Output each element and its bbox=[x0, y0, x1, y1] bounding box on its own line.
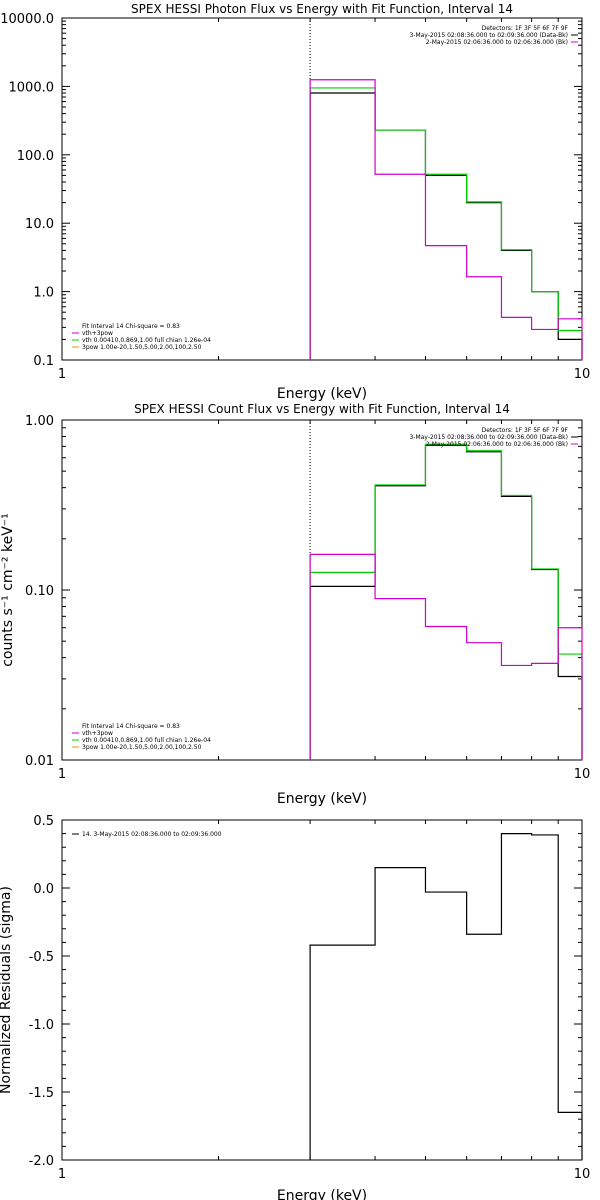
count-flux-series-1 bbox=[309, 443, 583, 760]
count-flux-series-0 bbox=[309, 444, 583, 760]
photon-flux-axes-box bbox=[61, 17, 583, 361]
residuals-y-tick-label: -1.5 bbox=[29, 1086, 54, 1101]
count-flux-y-tick-label: 0.01 bbox=[25, 754, 54, 769]
photon-flux-x-tick-label: 10 bbox=[574, 367, 591, 382]
count-flux-xlabel: Energy (keV) bbox=[277, 791, 367, 807]
residuals-xlabel: Energy (keV) bbox=[277, 1188, 367, 1200]
photon-flux-x-tick-label: 1 bbox=[58, 367, 66, 382]
photon-flux-legend-bottom-left-text: vth 0.00410,0.869,1.00 full chian 1.26e-… bbox=[82, 337, 211, 344]
photon-flux-title: SPEX HESSI Photon Flux vs Energy with Fi… bbox=[131, 2, 513, 16]
residuals-y-tick-label: -0.5 bbox=[29, 950, 54, 965]
photon-flux-panel: SPEX HESSI Photon Flux vs Energy with Fi… bbox=[0, 2, 590, 402]
photon-flux-legend-bottom-left-text: 3pow 1.00e-20,1.50,5.00,2.00,100,2.50 bbox=[82, 344, 202, 351]
residuals-y-tick-label: 0.5 bbox=[33, 814, 54, 829]
count-flux-y-tick-label: 1.00 bbox=[25, 414, 54, 429]
residuals-y-tick-label: 0.0 bbox=[33, 882, 54, 897]
count-flux-title: SPEX HESSI Count Flux vs Energy with Fit… bbox=[134, 402, 510, 416]
count-flux-legend-top-right-text: Detectors: 1F 3F 5F 6F 7F 9F bbox=[482, 427, 569, 434]
count-flux-axes-box bbox=[61, 419, 583, 761]
count-flux-x-tick-label: 10 bbox=[574, 767, 591, 782]
photon-flux-series-0 bbox=[309, 92, 583, 360]
photon-flux-legend-bottom-left-text: Fit Interval 14 Chi-square = 0.83 bbox=[82, 323, 180, 330]
residuals-ylabel: Normalized Residuals (sigma) bbox=[0, 886, 14, 1094]
photon-flux-y-tick-label: 100.0 bbox=[17, 149, 54, 164]
photon-flux-y-tick-label: 1.0 bbox=[33, 286, 54, 301]
count-flux-legend-bottom-left-text: vth 0.00410,0.869,1.00 full chian 1.26e-… bbox=[82, 737, 211, 744]
residuals-x-tick-label: 1 bbox=[58, 1167, 66, 1182]
residuals-y-tick-label: -1.0 bbox=[29, 1018, 54, 1033]
residuals-y-tick-label: -2.0 bbox=[29, 1154, 54, 1169]
count-flux-legend-bottom-left-text: vth+3pow bbox=[82, 730, 113, 737]
count-flux-legend-bottom-left-text: 3pow 1.00e-20,1.50,5.00,2.00,100,2.50 bbox=[82, 744, 202, 751]
photon-flux-series-1 bbox=[309, 87, 583, 360]
count-flux-legend-bottom-left-text: Fit Interval 14 Chi-square = 0.83 bbox=[82, 723, 180, 730]
count-flux-legend-top-right-text: 2-May-2015 02:06:36.000 to 02:06:36.000 … bbox=[426, 441, 568, 448]
photon-flux-xlabel: Energy (keV) bbox=[277, 386, 367, 402]
count-flux-ylabel: counts s⁻¹ cm⁻² keV⁻¹ bbox=[0, 513, 16, 667]
photon-flux-series-2 bbox=[309, 79, 583, 360]
residuals-legend-top-left-text: 14. 3-May-2015 02:08:36.000 to 02:09:36.… bbox=[82, 831, 222, 838]
count-flux-legend-top-right-text: 3-May-2015 02:08:36.000 to 02:09:36.000 … bbox=[409, 434, 568, 441]
count-flux-y-tick-label: 0.10 bbox=[25, 584, 54, 599]
count-flux-panel: SPEX HESSI Count Flux vs Energy with Fit… bbox=[0, 402, 590, 807]
photon-flux-y-tick-label: 10.0 bbox=[25, 217, 54, 232]
photon-flux-legend-top-right-text: 2-May-2015 02:06:36.000 to 02:06:36.000 … bbox=[426, 39, 568, 46]
residuals-x-tick-label: 10 bbox=[574, 1167, 591, 1182]
photon-flux-y-tick-label: 1000.0 bbox=[9, 80, 55, 95]
residuals-panel: Energy (keV) Normalized Residuals (sigma… bbox=[0, 814, 590, 1200]
photon-flux-y-tick-label: 10000.0 bbox=[0, 12, 54, 27]
count-flux-series-2 bbox=[309, 553, 583, 760]
photon-flux-legend-top-right-text: 3-May-2015 02:08:36.000 to 02:09:36.000 … bbox=[409, 32, 568, 39]
residuals-axes-box bbox=[61, 819, 583, 1161]
count-flux-x-tick-label: 1 bbox=[58, 767, 66, 782]
photon-flux-legend-top-right-text: Detectors: 1F 3F 5F 6F 7F 9F bbox=[482, 25, 569, 32]
photon-flux-y-tick-label: 0.1 bbox=[33, 354, 54, 369]
photon-flux-legend-bottom-left-text: vth+3pow bbox=[82, 330, 113, 337]
residuals-series-0 bbox=[309, 833, 583, 1160]
